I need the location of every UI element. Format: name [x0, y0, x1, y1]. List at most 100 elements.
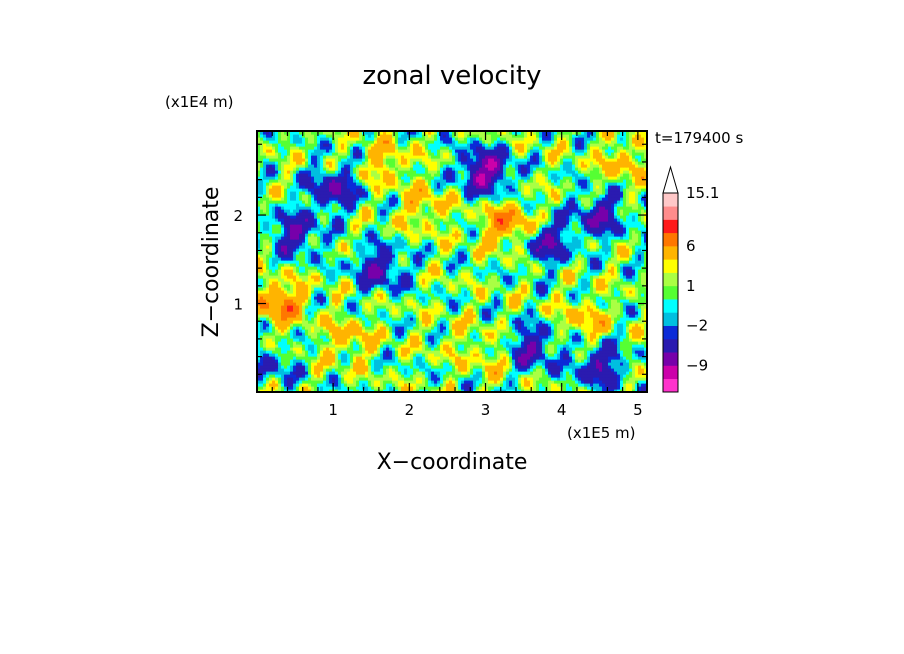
heatmap-cell — [359, 281, 363, 285]
heatmap-cell — [266, 323, 270, 327]
heatmap-cell — [497, 308, 501, 312]
heatmap-cell — [557, 293, 561, 297]
heatmap-cell — [560, 308, 564, 312]
heatmap-cell — [623, 380, 627, 384]
heatmap-cell — [395, 362, 399, 366]
heatmap-cell — [449, 338, 453, 342]
heatmap-cell — [455, 332, 459, 336]
heatmap-cell — [350, 353, 354, 357]
heatmap-cell — [281, 380, 285, 384]
heatmap-cell — [335, 383, 339, 387]
heatmap-cell — [551, 341, 555, 345]
heatmap-cell — [584, 323, 588, 327]
heatmap-cell — [284, 317, 288, 321]
heatmap-cell — [605, 278, 609, 282]
heatmap-cell — [572, 278, 576, 282]
heatmap-cell — [452, 281, 456, 285]
heatmap-cell — [551, 365, 555, 369]
heatmap-cell — [434, 308, 438, 312]
heatmap-cell — [437, 380, 441, 384]
heatmap-cell — [302, 299, 306, 303]
heatmap-cell — [599, 329, 603, 333]
heatmap-cell — [266, 332, 270, 336]
heatmap-cell — [299, 368, 303, 372]
heatmap-cell — [515, 341, 519, 345]
heatmap-cell — [515, 317, 519, 321]
heatmap-cell — [446, 386, 450, 390]
heatmap-cell — [407, 299, 411, 303]
heatmap-cell — [401, 347, 405, 351]
heatmap-cell — [635, 323, 639, 327]
heatmap-cell — [623, 299, 627, 303]
heatmap-cell — [311, 302, 315, 306]
heatmap-cell — [344, 347, 348, 351]
heatmap-cell — [284, 302, 288, 306]
heatmap-cell — [518, 281, 522, 285]
heatmap-cell — [290, 308, 294, 312]
heatmap-cell — [416, 329, 420, 333]
heatmap-cell — [380, 356, 384, 360]
heatmap-cell — [305, 386, 309, 390]
heatmap-cell — [485, 383, 489, 387]
heatmap-cell — [329, 335, 333, 339]
heatmap-cell — [500, 305, 504, 309]
heatmap-cell — [476, 389, 480, 392]
heatmap-cell — [632, 332, 636, 336]
heatmap-cell — [275, 386, 279, 390]
heatmap-cell — [407, 290, 411, 294]
heatmap-cell — [488, 377, 492, 381]
heatmap-cell — [470, 314, 474, 318]
heatmap-cell — [602, 359, 606, 363]
heatmap-cell — [458, 281, 462, 285]
heatmap-cell — [341, 308, 345, 312]
heatmap-cell — [335, 308, 339, 312]
heatmap-cell — [605, 338, 609, 342]
heatmap-cell — [569, 347, 573, 351]
heatmap-cell — [629, 383, 633, 387]
heatmap-cell — [428, 389, 432, 392]
heatmap-cell — [266, 350, 270, 354]
heatmap-cell — [281, 374, 285, 378]
heatmap-cell — [518, 368, 522, 372]
heatmap-cell — [458, 317, 462, 321]
heatmap-cell — [422, 344, 426, 348]
heatmap-cell — [425, 350, 429, 354]
heatmap-cell — [293, 374, 297, 378]
heatmap-cell — [377, 344, 381, 348]
heatmap-cell — [485, 290, 489, 294]
heatmap-cell — [296, 335, 300, 339]
heatmap-cell — [596, 341, 600, 345]
heatmap-cell — [578, 383, 582, 387]
heatmap-cell — [362, 290, 366, 294]
heatmap-cell — [455, 299, 459, 303]
heatmap-cell — [362, 362, 366, 366]
heatmap-cell — [455, 308, 459, 312]
heatmap-cell — [566, 356, 570, 360]
heatmap-cell — [596, 344, 600, 348]
heatmap-cell — [536, 284, 540, 288]
heatmap-cell — [419, 317, 423, 321]
heatmap-cell — [596, 353, 600, 357]
heatmap-cell — [338, 338, 342, 342]
heatmap-cell — [410, 350, 414, 354]
heatmap-cell — [431, 302, 435, 306]
heatmap-cell — [308, 350, 312, 354]
heatmap-cell — [356, 320, 360, 324]
heatmap-cell — [257, 287, 261, 291]
heatmap-cell — [524, 305, 528, 309]
heatmap-cell — [302, 332, 306, 336]
heatmap-cell — [323, 386, 327, 390]
heatmap-cell — [359, 389, 363, 392]
heatmap-cell — [527, 329, 531, 333]
heatmap-cell — [533, 317, 537, 321]
heatmap-cell — [383, 347, 387, 351]
heatmap-cell — [557, 332, 561, 336]
heatmap-cell — [464, 380, 468, 384]
heatmap-cell — [551, 359, 555, 363]
heatmap-cell — [473, 368, 477, 372]
heatmap-cell — [383, 311, 387, 315]
heatmap-cell — [314, 317, 318, 321]
heatmap-cell — [530, 293, 534, 297]
heatmap-cell — [533, 299, 537, 303]
heatmap-cell — [452, 302, 456, 306]
